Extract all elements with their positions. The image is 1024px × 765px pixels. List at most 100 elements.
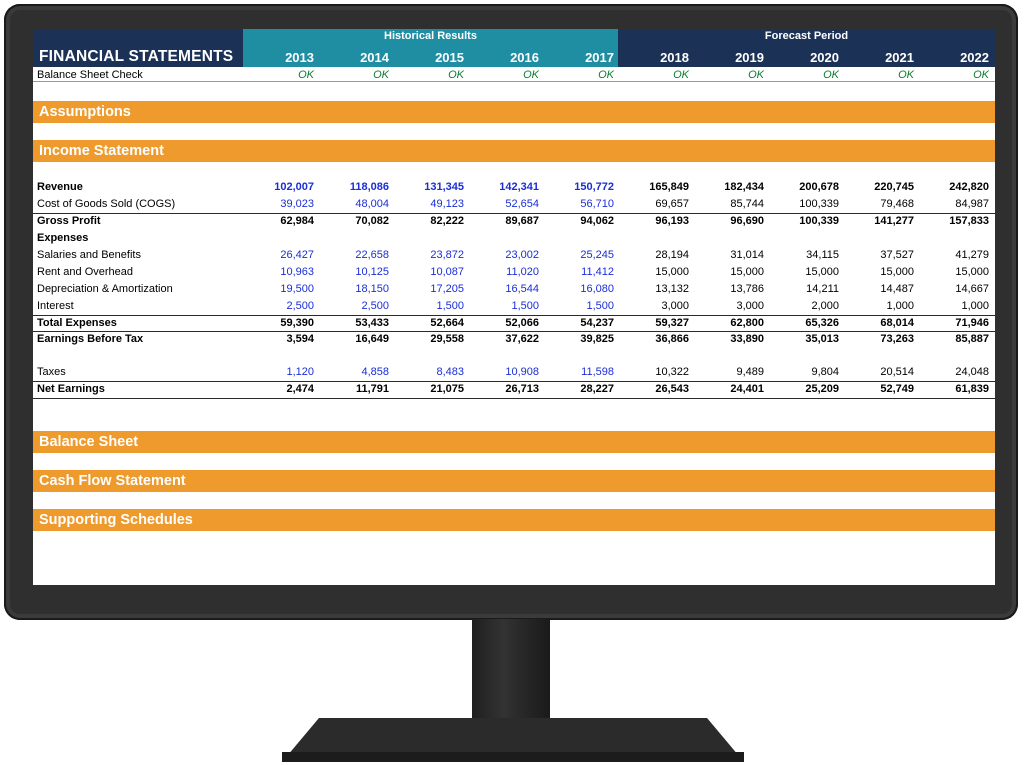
table-cell[interactable]: 150,772 xyxy=(574,181,614,193)
table-cell[interactable]: 200,678 xyxy=(799,181,839,193)
balance-sheet-check-label[interactable]: Balance Sheet Check xyxy=(37,69,143,81)
table-cell[interactable]: 39,023 xyxy=(280,198,314,210)
row-label[interactable]: Net Earnings xyxy=(37,383,105,395)
row-label[interactable]: Taxes xyxy=(37,366,66,378)
table-cell[interactable]: 15,000 xyxy=(880,266,914,278)
table-cell[interactable]: 11,791 xyxy=(355,383,389,395)
table-cell[interactable]: 1,000 xyxy=(886,300,914,312)
table-cell[interactable]: 15,000 xyxy=(955,266,989,278)
table-cell[interactable]: 23,872 xyxy=(430,249,464,261)
table-cell[interactable]: 10,125 xyxy=(355,266,389,278)
table-cell[interactable]: 1,120 xyxy=(286,366,314,378)
table-cell[interactable]: 220,745 xyxy=(874,181,914,193)
table-cell[interactable]: 53,433 xyxy=(355,317,389,329)
table-cell[interactable]: 8,483 xyxy=(436,366,464,378)
table-cell[interactable]: 52,664 xyxy=(430,317,464,329)
table-cell[interactable]: 142,341 xyxy=(499,181,539,193)
table-cell[interactable]: 22,658 xyxy=(355,249,389,261)
table-cell[interactable]: 39,825 xyxy=(580,333,614,345)
table-cell[interactable]: 65,326 xyxy=(805,317,839,329)
table-cell[interactable]: 9,489 xyxy=(736,366,764,378)
table-cell[interactable]: 29,558 xyxy=(430,333,464,345)
check-ok-cell[interactable]: OK xyxy=(748,69,764,81)
table-cell[interactable]: 52,654 xyxy=(505,198,539,210)
table-cell[interactable]: 52,066 xyxy=(505,317,539,329)
table-cell[interactable]: 2,500 xyxy=(286,300,314,312)
table-cell[interactable]: 11,412 xyxy=(581,266,614,278)
year-header-2020[interactable]: 2020 xyxy=(810,50,839,65)
table-cell[interactable]: 102,007 xyxy=(274,181,314,193)
table-cell[interactable]: 165,849 xyxy=(649,181,689,193)
table-cell[interactable]: 15,000 xyxy=(730,266,764,278)
table-cell[interactable]: 56,710 xyxy=(580,198,614,210)
row-label[interactable]: Gross Profit xyxy=(37,215,101,227)
table-cell[interactable]: 26,713 xyxy=(505,383,539,395)
table-cell[interactable]: 14,211 xyxy=(806,283,839,295)
section-cash-flow[interactable]: Cash Flow Statement xyxy=(33,470,995,492)
table-cell[interactable]: 48,004 xyxy=(355,198,389,210)
table-cell[interactable]: 73,263 xyxy=(880,333,914,345)
section-supporting-schedules[interactable]: Supporting Schedules xyxy=(33,509,995,531)
section-balance-sheet[interactable]: Balance Sheet xyxy=(33,431,995,453)
section-assumptions[interactable]: Assumptions xyxy=(33,101,995,123)
year-header-2018[interactable]: 2018 xyxy=(660,50,689,65)
table-cell[interactable]: 15,000 xyxy=(805,266,839,278)
check-ok-cell[interactable]: OK xyxy=(298,69,314,81)
table-cell[interactable]: 82,222 xyxy=(430,215,464,227)
check-ok-cell[interactable]: OK xyxy=(673,69,689,81)
row-label[interactable]: Cost of Goods Sold (COGS) xyxy=(37,198,176,210)
table-cell[interactable]: 9,804 xyxy=(811,366,839,378)
check-ok-cell[interactable]: OK xyxy=(598,69,614,81)
table-cell[interactable]: 16,544 xyxy=(505,283,539,295)
table-cell[interactable]: 182,434 xyxy=(724,181,764,193)
table-cell[interactable]: 1,000 xyxy=(961,300,989,312)
table-cell[interactable]: 85,744 xyxy=(730,198,764,210)
table-cell[interactable]: 1,500 xyxy=(436,300,464,312)
table-cell[interactable]: 242,820 xyxy=(949,181,989,193)
table-cell[interactable]: 71,946 xyxy=(955,317,989,329)
table-cell[interactable]: 25,209 xyxy=(805,383,839,395)
table-cell[interactable]: 52,749 xyxy=(880,383,914,395)
table-cell[interactable]: 3,594 xyxy=(286,333,314,345)
table-cell[interactable]: 16,080 xyxy=(580,283,614,295)
check-ok-cell[interactable]: OK xyxy=(448,69,464,81)
table-cell[interactable]: 14,487 xyxy=(880,283,914,295)
table-cell[interactable]: 10,908 xyxy=(505,366,539,378)
year-header-2017[interactable]: 2017 xyxy=(585,50,614,65)
table-cell[interactable]: 62,984 xyxy=(280,215,314,227)
row-label[interactable]: Earnings Before Tax xyxy=(37,333,144,345)
check-ok-cell[interactable]: OK xyxy=(523,69,539,81)
table-cell[interactable]: 14,667 xyxy=(955,283,989,295)
check-ok-cell[interactable]: OK xyxy=(823,69,839,81)
table-cell[interactable]: 26,543 xyxy=(655,383,689,395)
table-cell[interactable]: 37,527 xyxy=(880,249,914,261)
table-cell[interactable]: 16,649 xyxy=(355,333,389,345)
table-cell[interactable]: 85,887 xyxy=(955,333,989,345)
table-cell[interactable]: 35,013 xyxy=(805,333,839,345)
table-cell[interactable]: 62,800 xyxy=(730,317,764,329)
table-cell[interactable]: 20,514 xyxy=(880,366,914,378)
table-cell[interactable]: 24,048 xyxy=(955,366,989,378)
table-cell[interactable]: 25,245 xyxy=(580,249,614,261)
table-cell[interactable]: 2,500 xyxy=(361,300,389,312)
table-cell[interactable]: 37,622 xyxy=(505,333,539,345)
table-cell[interactable]: 68,014 xyxy=(880,317,914,329)
row-label[interactable]: Rent and Overhead xyxy=(37,266,134,278)
year-header-2019[interactable]: 2019 xyxy=(735,50,764,65)
row-label[interactable]: Interest xyxy=(37,300,74,312)
table-cell[interactable]: 28,227 xyxy=(580,383,614,395)
table-cell[interactable]: 54,237 xyxy=(580,317,614,329)
table-cell[interactable]: 100,339 xyxy=(799,215,839,227)
year-header-2013[interactable]: 2013 xyxy=(285,50,314,65)
year-header-2016[interactable]: 2016 xyxy=(510,50,539,65)
table-cell[interactable]: 69,657 xyxy=(655,198,689,210)
table-cell[interactable]: 34,115 xyxy=(806,249,839,261)
table-cell[interactable]: 36,866 xyxy=(655,333,689,345)
table-cell[interactable]: 141,277 xyxy=(874,215,914,227)
check-ok-cell[interactable]: OK xyxy=(973,69,989,81)
table-cell[interactable]: 1,500 xyxy=(511,300,539,312)
row-label[interactable]: Expenses xyxy=(37,232,89,244)
row-label[interactable]: Revenue xyxy=(37,181,83,193)
table-cell[interactable]: 94,062 xyxy=(580,215,614,227)
table-cell[interactable]: 96,690 xyxy=(730,215,764,227)
